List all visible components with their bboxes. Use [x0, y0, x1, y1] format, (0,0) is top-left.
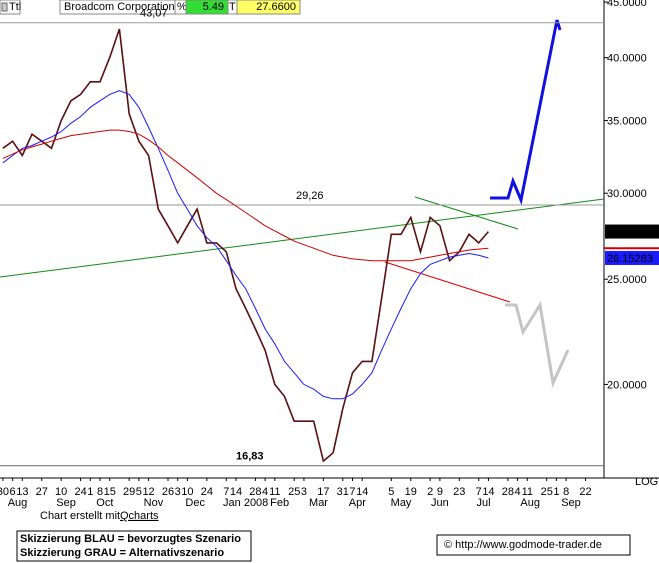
blue-scenario — [490, 19, 562, 206]
month-label: Aug — [520, 497, 540, 509]
scale-label: LOG — [635, 476, 658, 488]
series-line — [2, 90, 489, 400]
level-label: 16,83 — [236, 451, 264, 463]
month-label: Mar — [309, 497, 328, 509]
x-tick-label: 28 — [249, 486, 261, 498]
x-tick-label: 1 — [553, 486, 559, 498]
symbol: Ttl — [9, 1, 21, 13]
x-tick-label: 8 — [563, 486, 569, 498]
month-label: Aug — [8, 497, 28, 509]
x-tick-label: 2 — [427, 486, 433, 498]
x-tick-label: 3 — [175, 486, 181, 498]
x-tick-label: 14 — [230, 486, 242, 498]
x-tick-label: 15 — [104, 486, 116, 498]
x-tick-label: 7 — [349, 486, 355, 498]
y-tick-label: 30.0000 — [607, 188, 647, 200]
month-label: Nov — [144, 497, 164, 509]
y-tick-label: 35.0000 — [607, 115, 647, 127]
x-tick-label: 6 — [10, 486, 16, 498]
x-tick-label: 1 — [87, 486, 93, 498]
x-tick-label: 5 — [136, 486, 142, 498]
x-tick-label: 13 — [16, 486, 28, 498]
x-tick-label: 8 — [97, 486, 103, 498]
note: Skizzierung BLAU = bevorzugtes Szenario — [20, 533, 241, 545]
y-tick-label: 40.0000 — [607, 53, 647, 65]
y-tick-label: 25.0000 — [607, 274, 647, 286]
x-tick-label: 5 — [388, 486, 394, 498]
y-tick-label: 20.0000 — [607, 379, 647, 391]
month-label: Dec — [185, 497, 205, 509]
x-tick-label: 4 — [262, 486, 268, 498]
x-tick-label: 25 — [541, 486, 553, 498]
x-tick-label: 28 — [502, 486, 514, 498]
x-tick-label: 7 — [223, 486, 229, 498]
credit: Chart erstellt mit — [40, 510, 120, 522]
x-tick-label: 31 — [337, 486, 349, 498]
x-tick-label: 22 — [579, 486, 591, 498]
x-tick-label: 17 — [317, 486, 329, 498]
x-tick-label: 29 — [123, 486, 135, 498]
x-tick-label: 27 — [36, 486, 48, 498]
gray-scenario — [505, 300, 570, 389]
x-tick-label: 12 — [142, 486, 154, 498]
pct: 5.49 — [203, 1, 224, 13]
x-tick-label: 24 — [201, 486, 213, 498]
month-label: Oct — [96, 497, 113, 509]
pct-label: % — [177, 1, 187, 13]
month-label: Jul — [477, 497, 491, 509]
x-tick-label: 26 — [162, 486, 174, 498]
x-tick-label: 30 — [0, 486, 9, 498]
x-tick-label: 7 — [476, 486, 482, 498]
month-label: Sep — [561, 497, 581, 509]
t-label: T — [229, 1, 236, 13]
note-box — [16, 530, 252, 562]
trend-line — [414, 196, 519, 230]
trend-line — [0, 198, 605, 278]
last-box — [236, 0, 301, 15]
price-label: 27.6600 — [607, 226, 647, 238]
x-tick-label: 11 — [269, 486, 280, 498]
month-label: Apr — [349, 497, 366, 509]
level-label: 43,07 — [140, 8, 168, 20]
month-label: Feb — [270, 497, 289, 509]
price-box — [605, 250, 659, 265]
company: Broadcom Corporation — [64, 1, 175, 13]
x-tick-label: 24 — [74, 486, 86, 498]
x-tick-label: 14 — [482, 486, 494, 498]
price-box — [605, 224, 659, 239]
month-label: Sep — [56, 497, 76, 509]
x-tick-label: 23 — [453, 486, 465, 498]
series-line — [2, 28, 490, 463]
trend-line — [384, 261, 511, 303]
month-label: Jan 2008 — [223, 497, 268, 509]
price-label: 26.15283 — [607, 253, 653, 265]
x-tick-label: 9 — [437, 486, 443, 498]
url[interactable]: © http://www.godmode-trader.de — [444, 539, 602, 551]
month-label: Jun — [431, 497, 449, 509]
x-tick-label: 4 — [515, 486, 521, 498]
level-label: 29,26 — [296, 190, 324, 202]
x-tick-label: 14 — [356, 486, 368, 498]
last: 27.6600 — [256, 1, 296, 13]
series-line — [2, 129, 489, 262]
y-tick-label: 45.0000 — [607, 0, 647, 9]
x-tick-label: 10 — [181, 486, 193, 498]
x-tick-label: 10 — [55, 486, 67, 498]
icon — [1, 2, 8, 12]
month-label: May — [391, 497, 412, 509]
x-tick-label: 11 — [522, 486, 533, 498]
credit-link[interactable]: Qcharts — [120, 510, 159, 522]
url-box — [436, 534, 631, 556]
x-tick-label: 3 — [301, 486, 307, 498]
x-tick-label: 25 — [288, 486, 300, 498]
x-tick-label: 19 — [405, 486, 417, 498]
note: Skizzierung GRAU = Alternativszenario — [20, 547, 224, 559]
